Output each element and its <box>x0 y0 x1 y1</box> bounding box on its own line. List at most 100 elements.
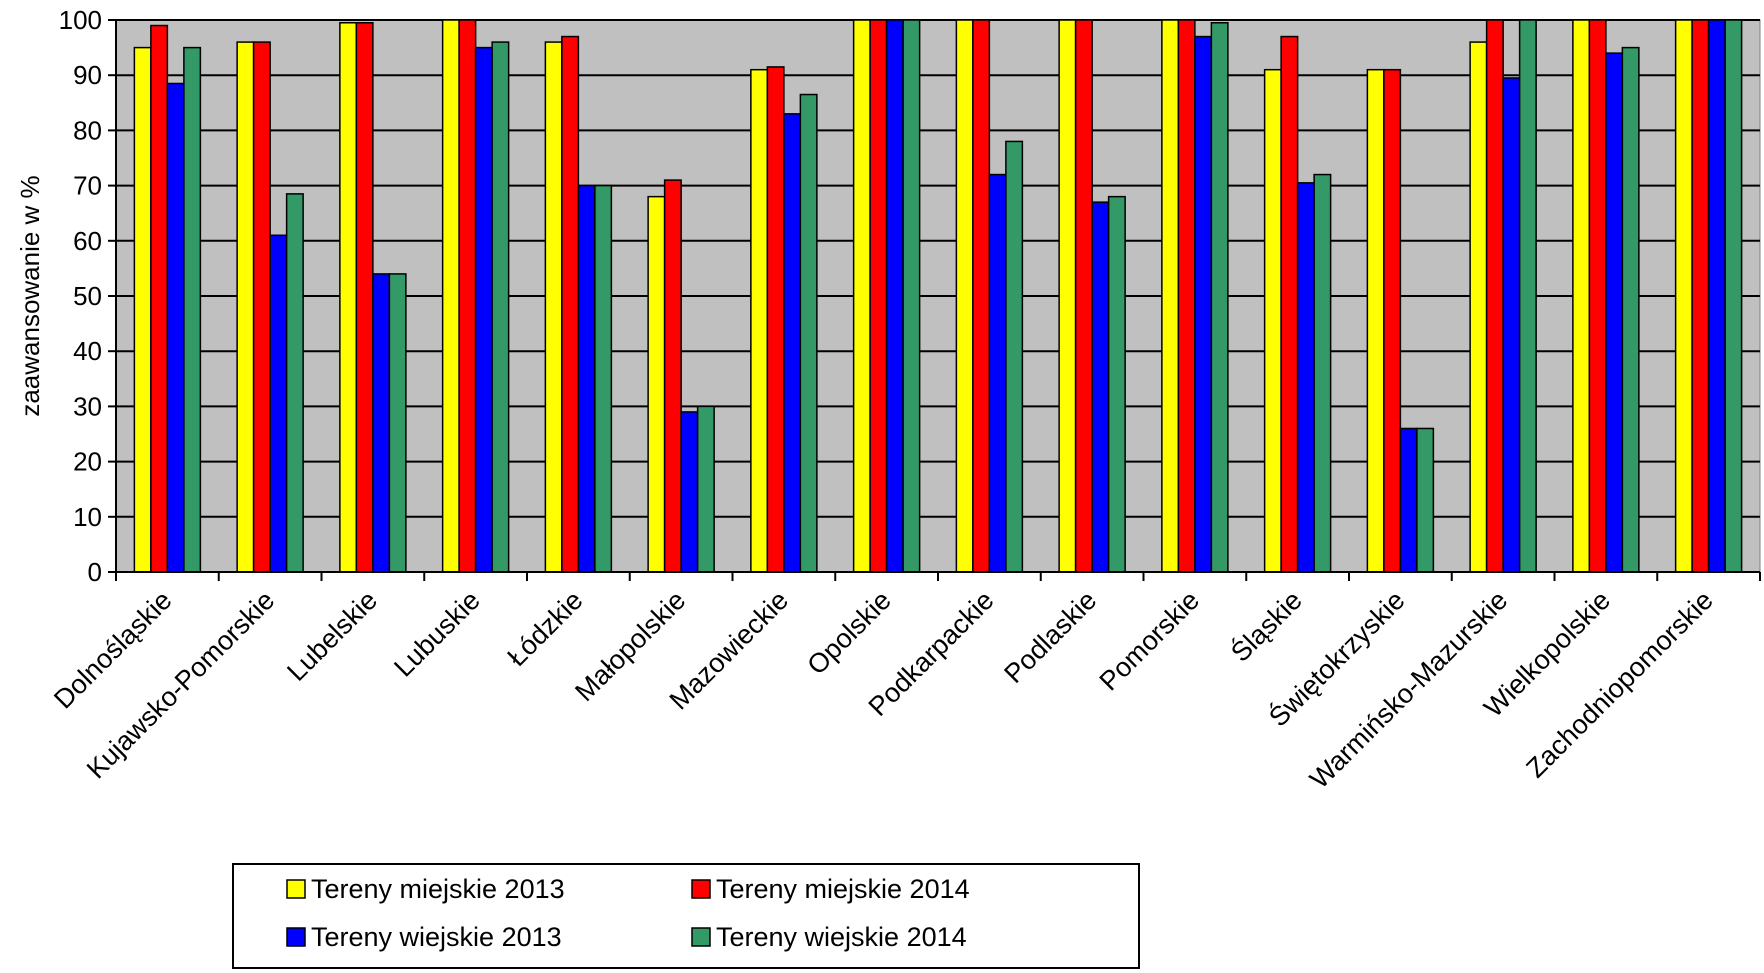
y-tick-label: 40 <box>73 336 102 366</box>
x-tick-label: Lubuskie <box>388 585 486 683</box>
bar <box>1485 19 1504 573</box>
legend-label: Tereny wiejskie 2013 <box>311 922 562 952</box>
y-tick-label: 0 <box>88 557 102 587</box>
bar <box>663 179 682 573</box>
bar <box>388 273 407 573</box>
x-tick-label: Śląskie <box>1224 584 1308 668</box>
bar <box>1263 68 1282 573</box>
bar <box>544 41 563 573</box>
bar <box>1707 19 1726 573</box>
bar <box>252 41 271 573</box>
bar <box>166 82 185 573</box>
y-tick-label: 20 <box>73 447 102 477</box>
bar <box>1296 182 1315 573</box>
x-tick-label: Opolskie <box>801 585 896 680</box>
legend-box <box>232 863 1140 969</box>
x-tick-label: Kujawsko-Pomorskie <box>81 585 280 784</box>
bar <box>869 19 888 573</box>
y-axis-label: zaawansowanie w % <box>15 175 45 416</box>
bar <box>183 46 202 573</box>
legend-swatch <box>286 927 306 947</box>
bar <box>783 113 802 573</box>
legend-label: Tereny wiejskie 2014 <box>716 922 967 952</box>
bar <box>1383 68 1402 573</box>
y-tick-label: 50 <box>73 281 102 311</box>
y-tick-label: 10 <box>73 502 102 532</box>
bar <box>1161 19 1180 573</box>
y-tick-label: 90 <box>73 60 102 90</box>
bar <box>988 173 1007 573</box>
bar <box>1210 22 1229 573</box>
bar <box>1091 201 1110 573</box>
bar <box>750 68 769 573</box>
bar <box>1605 52 1624 573</box>
bar <box>1518 19 1537 573</box>
bar <box>491 41 510 573</box>
bar <box>1621 46 1640 573</box>
bar <box>577 184 596 573</box>
y-tick-label: 70 <box>73 171 102 201</box>
bar <box>647 195 666 573</box>
y-tick-labels: 0 10 20 30 40 50 60 70 80 90 100 <box>59 5 102 587</box>
bar <box>1572 19 1591 573</box>
bar <box>561 35 580 573</box>
bar <box>458 19 477 573</box>
bar <box>1313 173 1332 573</box>
bar <box>1399 427 1418 573</box>
legend-swatch <box>691 927 711 947</box>
bar <box>236 41 255 573</box>
bar <box>1074 19 1093 573</box>
x-tick-label: Zachodniopomorskie <box>1520 585 1718 783</box>
legend-label: Tereny miejskie 2013 <box>311 874 565 904</box>
bar <box>1280 35 1299 573</box>
bar <box>885 19 904 573</box>
bar <box>1058 19 1077 573</box>
y-tick-label: 100 <box>59 5 102 35</box>
bar <box>1588 19 1607 573</box>
bar <box>799 93 818 573</box>
bar <box>355 22 374 573</box>
bar <box>955 19 974 573</box>
bar <box>285 193 304 573</box>
bar <box>441 19 460 573</box>
bar <box>150 24 169 573</box>
y-tick-label: 30 <box>73 391 102 421</box>
bar <box>902 19 921 573</box>
bar <box>372 273 391 573</box>
y-tick-label: 60 <box>73 226 102 256</box>
bar <box>1005 140 1024 573</box>
bar <box>766 66 785 573</box>
bar <box>1177 19 1196 573</box>
bar <box>972 19 991 573</box>
bar <box>1724 19 1743 573</box>
bar <box>680 411 699 573</box>
bars <box>133 19 1743 573</box>
bar <box>852 19 871 573</box>
bar <box>594 184 613 573</box>
bar <box>1674 19 1693 573</box>
x-tick-label: Podlaskie <box>998 585 1102 689</box>
bar <box>1691 19 1710 573</box>
bar <box>474 46 493 573</box>
bar <box>133 46 152 573</box>
bar <box>1416 427 1435 573</box>
x-tick-label: Łódzkie <box>502 585 589 672</box>
bar <box>269 234 288 573</box>
y-tick-label: 80 <box>73 115 102 145</box>
x-tick-label: Lubelskie <box>281 585 383 687</box>
bar <box>339 22 358 573</box>
x-tick-label: Warmińsko-Mazurskie <box>1304 585 1513 794</box>
bar <box>1502 77 1521 573</box>
x-tick-label: Pomorskie <box>1094 585 1205 696</box>
bar <box>1469 41 1488 573</box>
bar <box>1366 68 1385 573</box>
legend: Tereny miejskie 2013 Tereny miejskie 2014… <box>232 863 1140 969</box>
bar <box>1194 35 1213 573</box>
legend-label: Tereny miejskie 2014 <box>716 874 970 904</box>
axes <box>108 19 1761 581</box>
bar <box>696 405 715 573</box>
legend-swatch <box>691 879 711 899</box>
bar <box>1107 195 1126 573</box>
